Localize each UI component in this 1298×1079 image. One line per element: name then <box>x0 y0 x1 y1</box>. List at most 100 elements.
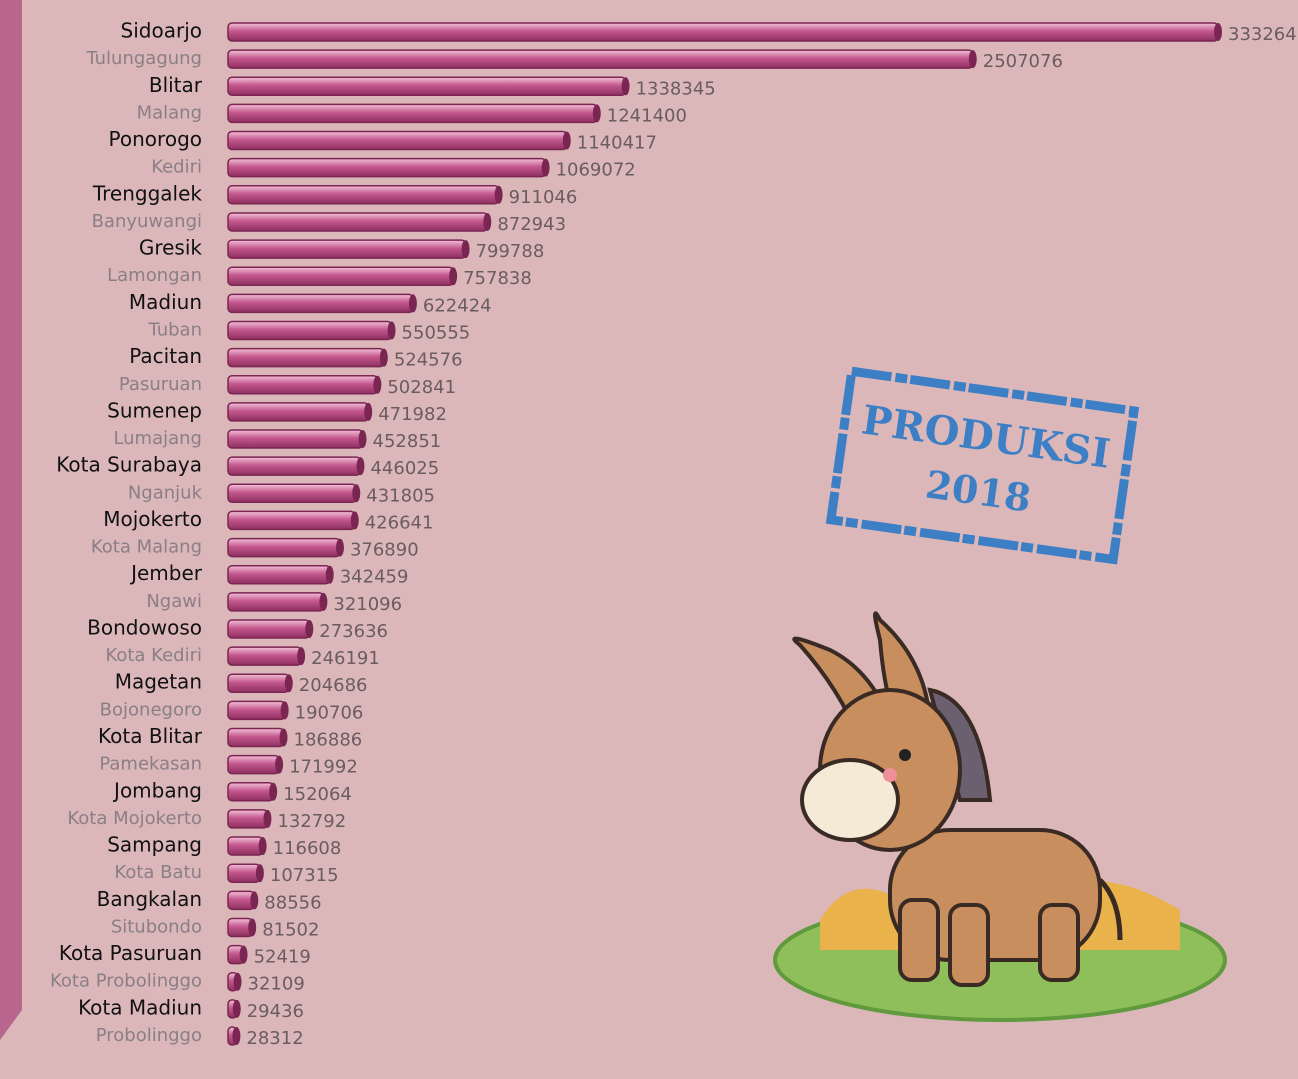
bar <box>227 185 500 205</box>
bar <box>227 22 1219 42</box>
category-label: Pasuruan <box>119 374 202 395</box>
value-label: 116608 <box>273 838 342 859</box>
bar <box>227 700 286 721</box>
bar-end <box>255 864 264 883</box>
bar-end <box>258 837 267 856</box>
bar-end <box>592 104 601 123</box>
bar <box>227 537 341 558</box>
value-label: 431805 <box>366 485 435 506</box>
value-label: 502841 <box>387 377 456 398</box>
category-label: Situbondo <box>111 916 202 937</box>
category-label: Kota Batu <box>114 862 202 883</box>
category-label: Bondowoso <box>87 615 202 639</box>
value-label: 190706 <box>295 702 364 723</box>
category-label: Malang <box>137 102 202 123</box>
category-label: Bojonegoro <box>100 699 202 720</box>
bar-end <box>387 321 396 340</box>
category-label: Lumajang <box>113 428 202 449</box>
bar-end <box>297 647 306 666</box>
bar <box>227 130 568 151</box>
bar-end <box>373 375 382 394</box>
value-label: 107315 <box>270 865 339 886</box>
side-strip <box>0 0 22 1040</box>
bar-end <box>279 728 288 747</box>
bar-end <box>263 809 272 828</box>
category-label: Probolinggo <box>96 1025 202 1046</box>
leg <box>1038 903 1080 982</box>
bar <box>227 402 369 422</box>
bar-end <box>280 701 289 720</box>
value-label: 1069072 <box>556 160 636 181</box>
bar <box>227 754 280 775</box>
leg <box>948 903 990 987</box>
value-label: 550555 <box>402 322 471 343</box>
bar-end <box>250 891 259 910</box>
category-label: Ponorogo <box>109 127 202 151</box>
value-label: 757838 <box>463 268 532 289</box>
bar-end <box>358 430 367 449</box>
bar <box>227 347 385 368</box>
value-label: 524576 <box>394 350 463 371</box>
bar-end <box>239 945 248 964</box>
category-label: Trenggalek <box>92 181 203 205</box>
bar <box>227 809 269 829</box>
bar <box>227 592 325 612</box>
donkey-illustration <box>773 611 1227 1022</box>
category-label: Banyuwangi <box>92 211 202 232</box>
category-label: Kota Pasuruan <box>59 941 202 965</box>
bar <box>227 239 467 259</box>
category-label: Jombang <box>112 778 202 802</box>
category-label: Kota Surabaya <box>56 453 202 477</box>
muzzle <box>800 758 900 842</box>
bar <box>227 483 358 504</box>
value-label: 1338345 <box>636 78 716 99</box>
value-label: 132792 <box>277 811 346 832</box>
bar-end <box>449 267 458 286</box>
bar <box>227 49 974 69</box>
cheek <box>883 768 897 782</box>
category-label: Ngawi <box>146 591 202 612</box>
category-label: Madiun <box>129 290 202 314</box>
bar <box>227 727 285 748</box>
category-label: Nganjuk <box>128 482 203 503</box>
category-label: Tuban <box>147 319 202 340</box>
category-label: Kota Mojokerto <box>67 808 202 829</box>
bar-end <box>275 755 284 774</box>
value-label: 911046 <box>509 187 578 208</box>
category-label: Sumenep <box>107 398 202 422</box>
bar-end <box>408 294 417 313</box>
category-label: Bangkalan <box>97 887 202 911</box>
bar <box>227 619 311 639</box>
bar-end <box>269 782 278 801</box>
bar <box>227 782 274 802</box>
category-label: Magetan <box>115 670 202 694</box>
bar-end <box>379 348 388 367</box>
value-label: 1241400 <box>607 105 687 126</box>
value-label: 2507076 <box>983 51 1063 72</box>
bars: Sidoarjo 3332641 Tulungagung 2507076 Blitar 1… <box>50 19 1298 1050</box>
bar-end <box>352 484 361 503</box>
category-label: Pamekasan <box>99 754 202 775</box>
category-label: Gresik <box>139 236 203 260</box>
value-label: 52419 <box>254 947 311 968</box>
bar-end <box>232 1027 241 1045</box>
value-label: 171992 <box>289 757 358 778</box>
value-label: 622424 <box>423 295 492 316</box>
bar-end <box>305 619 314 638</box>
bar-end <box>621 77 630 96</box>
bar <box>227 157 547 178</box>
category-label: Sidoarjo <box>121 19 202 43</box>
bar-end <box>248 918 257 937</box>
bar-end <box>483 212 492 231</box>
leg <box>898 898 940 982</box>
category-label: Kota Madiun <box>78 995 202 1019</box>
value-label: 799788 <box>476 241 545 262</box>
bar <box>227 836 264 856</box>
category-label: Pacitan <box>129 344 202 368</box>
bar <box>227 429 364 449</box>
value-label: 471982 <box>378 404 447 425</box>
bar <box>227 212 489 232</box>
bar-end <box>562 131 571 150</box>
value-label: 273636 <box>319 621 388 642</box>
bar-end <box>350 511 359 530</box>
